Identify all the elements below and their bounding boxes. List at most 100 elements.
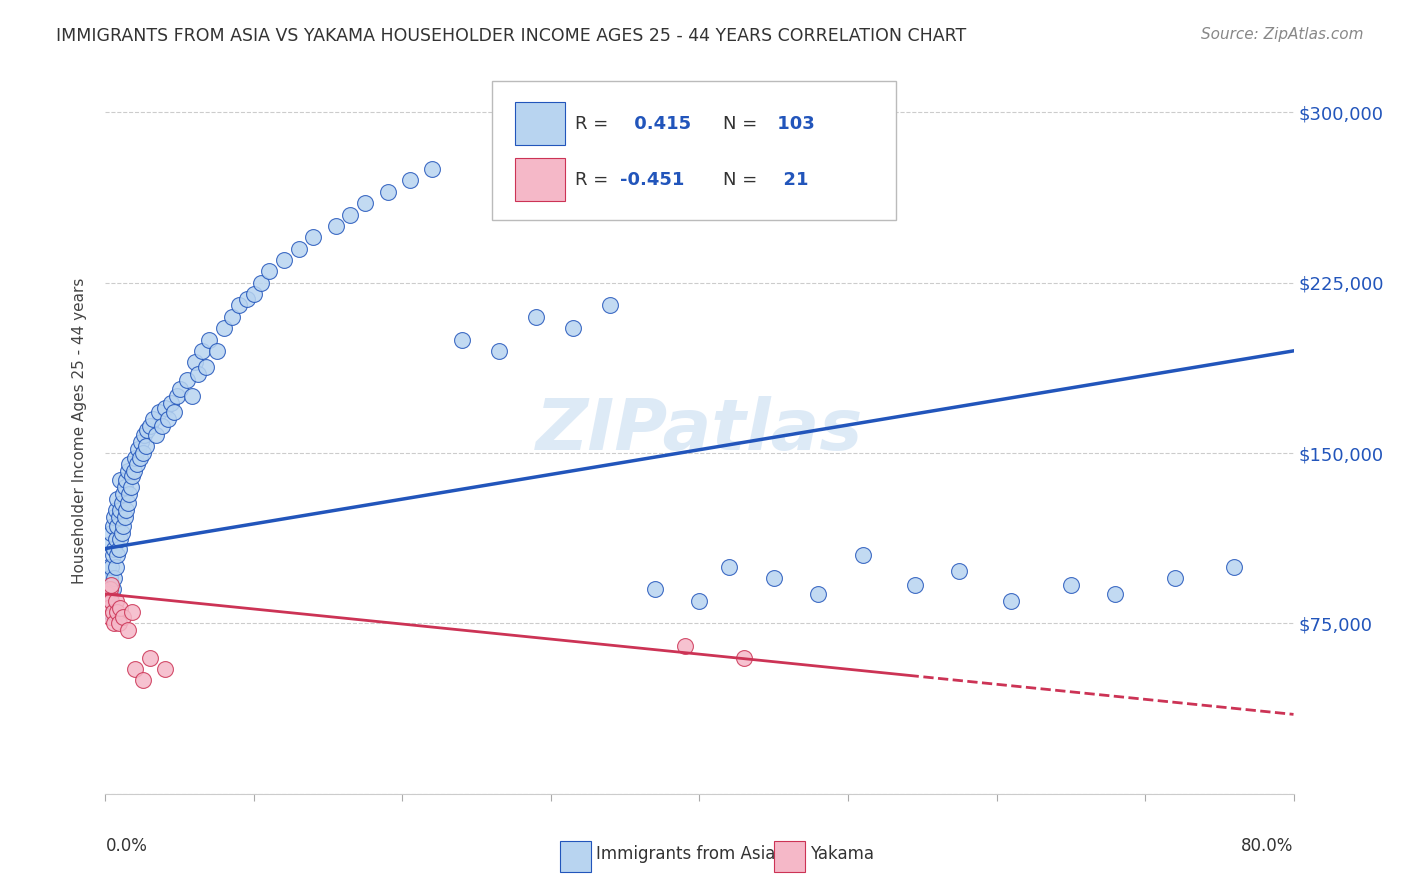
Text: N =: N =: [723, 170, 758, 188]
Point: [105, 518, 128, 533]
FancyBboxPatch shape: [561, 841, 592, 871]
Point: [110, 474, 132, 488]
Point: [124, 662, 146, 676]
Point: [488, 343, 510, 358]
Point: [183, 355, 205, 369]
Point: [142, 412, 165, 426]
Point: [103, 541, 125, 556]
Point: [339, 208, 361, 222]
Point: [354, 196, 377, 211]
Point: [103, 571, 125, 585]
Point: [101, 582, 124, 597]
Point: [153, 662, 176, 676]
Point: [904, 578, 927, 592]
Point: [257, 264, 280, 278]
Point: [228, 298, 250, 312]
Point: [562, 321, 585, 335]
Point: [524, 310, 547, 324]
Point: [153, 401, 176, 415]
Text: N =: N =: [723, 114, 758, 133]
Point: [117, 624, 139, 638]
Point: [139, 418, 162, 433]
Point: [101, 518, 124, 533]
Point: [250, 276, 273, 290]
Text: IMMIGRANTS FROM ASIA VS YAKAMA HOUSEHOLDER INCOME AGES 25 - 44 YEARS CORRELATION: IMMIGRANTS FROM ASIA VS YAKAMA HOUSEHOLD…: [56, 27, 966, 45]
Point: [718, 559, 741, 574]
Point: [145, 428, 167, 442]
Point: [1223, 559, 1246, 574]
Point: [420, 162, 443, 177]
Point: [104, 533, 127, 547]
Point: [96, 587, 118, 601]
Point: [97, 600, 120, 615]
Point: [198, 333, 221, 347]
Text: R =: R =: [575, 170, 614, 188]
Point: [150, 418, 173, 433]
Point: [100, 525, 122, 540]
Point: [852, 549, 875, 563]
Point: [98, 571, 121, 585]
Y-axis label: Householder Income Ages 25 - 44 years: Householder Income Ages 25 - 44 years: [72, 277, 87, 583]
Point: [111, 525, 134, 540]
Point: [104, 594, 127, 608]
Point: [110, 503, 132, 517]
Point: [100, 578, 122, 592]
Point: [112, 609, 135, 624]
Point: [114, 509, 136, 524]
Point: [124, 450, 146, 465]
Point: [243, 287, 266, 301]
Point: [205, 343, 228, 358]
Point: [273, 252, 295, 267]
Point: [1060, 578, 1083, 592]
Point: [176, 373, 198, 387]
Point: [111, 496, 134, 510]
Point: [100, 594, 122, 608]
Text: R =: R =: [575, 114, 614, 133]
Point: [644, 582, 666, 597]
Point: [156, 412, 179, 426]
Point: [195, 359, 218, 374]
Point: [214, 321, 236, 335]
Point: [136, 424, 159, 438]
Text: Immigrants from Asia: Immigrants from Asia: [596, 846, 776, 863]
Point: [98, 537, 121, 551]
Point: [117, 496, 139, 510]
Point: [115, 503, 138, 517]
Point: [302, 230, 325, 244]
Point: [169, 383, 191, 397]
Text: 80.0%: 80.0%: [1241, 838, 1294, 855]
Point: [117, 464, 139, 478]
Point: [115, 474, 138, 488]
Point: [104, 503, 127, 517]
Point: [122, 464, 145, 478]
Point: [166, 389, 188, 403]
Point: [97, 578, 120, 592]
Point: [180, 389, 202, 403]
Point: [948, 564, 970, 578]
Point: [131, 446, 153, 460]
Point: [673, 639, 696, 653]
Point: [807, 587, 830, 601]
Point: [127, 442, 149, 456]
FancyBboxPatch shape: [492, 81, 896, 219]
Point: [163, 405, 186, 419]
Point: [101, 549, 124, 563]
Point: [148, 405, 170, 419]
Text: 103: 103: [770, 114, 814, 133]
Point: [733, 650, 755, 665]
Point: [186, 367, 208, 381]
Point: [112, 518, 135, 533]
Point: [110, 600, 132, 615]
Point: [762, 571, 785, 585]
Point: [325, 219, 347, 233]
Text: ZIPatlas: ZIPatlas: [536, 396, 863, 465]
FancyBboxPatch shape: [516, 158, 565, 201]
Text: 21: 21: [770, 170, 808, 188]
Point: [1000, 594, 1022, 608]
Point: [128, 450, 150, 465]
Point: [112, 487, 135, 501]
Point: [108, 616, 131, 631]
Point: [689, 594, 711, 608]
Point: [120, 480, 142, 494]
Point: [97, 559, 120, 574]
